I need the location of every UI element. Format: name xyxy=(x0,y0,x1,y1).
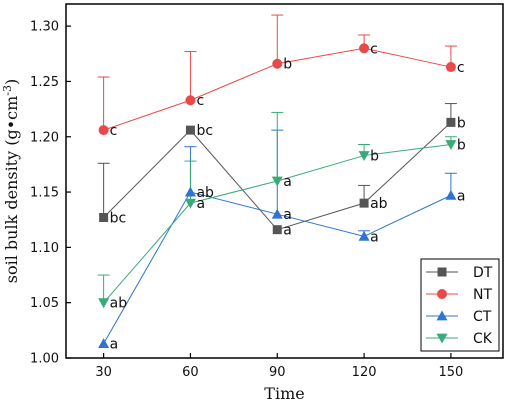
legend-marker-ck xyxy=(436,333,448,344)
y-axis-title: soil bulk density (g•cm-3) xyxy=(1,79,21,284)
markers-layer xyxy=(98,43,457,349)
data-point-ck xyxy=(358,151,370,162)
data-point-nt xyxy=(98,125,109,136)
y-tick-label: 1.05 xyxy=(30,296,59,311)
data-label-ck: b xyxy=(370,149,379,165)
data-label-ck: a xyxy=(283,174,292,190)
legend-marker-ct xyxy=(436,310,448,321)
legend-label-dt: DT xyxy=(473,265,493,281)
data-label-nt: c xyxy=(370,41,378,57)
data-point-nt xyxy=(272,58,283,69)
data-label-dt: bc xyxy=(110,211,127,227)
x-tick-label: 120 xyxy=(352,365,377,380)
data-label-ct: a xyxy=(110,337,119,353)
data-label-ct: a xyxy=(283,207,292,223)
plot-frame xyxy=(65,3,504,359)
data-label-nt: c xyxy=(110,123,118,139)
ticks-layer: 1.00 1.05 1.10 1.15 1.20 1.25 1.30 30 60 90 120 150 xyxy=(30,20,463,380)
data-point-ct xyxy=(184,186,196,197)
y-tick-label: 1.25 xyxy=(30,75,59,90)
data-label-nt: b xyxy=(283,57,292,73)
data-point-nt xyxy=(445,62,456,73)
legend-label-ct: CT xyxy=(473,309,492,325)
y-axis-title-exponent: -3 xyxy=(1,85,14,96)
x-tick-label: 150 xyxy=(438,365,463,380)
data-point-dt xyxy=(185,125,195,135)
data-point-nt xyxy=(185,95,196,106)
data-point-nt xyxy=(359,43,370,54)
data-point-ct xyxy=(271,208,283,219)
data-label-nt: c xyxy=(457,60,465,76)
legend: DT NT CT CK xyxy=(420,258,500,352)
data-point-ck xyxy=(445,140,457,150)
legend-label-ck: CK xyxy=(473,331,493,347)
y-tick-label: 1.10 xyxy=(30,241,59,256)
x-tick-label: 60 xyxy=(182,365,199,380)
data-label-ck: b xyxy=(457,137,466,153)
x-tick-label: 90 xyxy=(269,365,286,380)
data-label-nt: c xyxy=(196,93,204,109)
legend-marker-dt xyxy=(437,267,447,277)
data-point-ct xyxy=(358,230,370,241)
axes-layer xyxy=(65,3,504,359)
data-point-dt xyxy=(359,198,369,208)
y-tick-label: 1.30 xyxy=(30,20,59,35)
x-axis-title: Time xyxy=(264,384,304,403)
y-axis-title-main: soil bulk density (g•cm xyxy=(2,96,21,284)
x-tick-label: 30 xyxy=(95,365,112,380)
data-point-ct xyxy=(445,189,457,200)
data-label-ck: ab xyxy=(110,296,128,312)
data-label-ct: ab xyxy=(196,185,214,201)
legend-label-nt: NT xyxy=(473,287,492,303)
data-point-dt xyxy=(99,213,109,223)
y-tick-label: 1.20 xyxy=(30,130,59,145)
data-label-dt: bc xyxy=(196,123,213,139)
data-point-ct xyxy=(98,338,110,349)
data-label-ct: a xyxy=(370,229,379,245)
data-point-dt xyxy=(446,117,456,127)
data-label-ct: a xyxy=(457,188,466,204)
legend-box xyxy=(420,258,500,352)
error-bars-layer xyxy=(97,14,457,303)
y-tick-label: 1.15 xyxy=(30,186,59,201)
data-point-dt xyxy=(272,225,282,235)
data-label-dt: b xyxy=(457,115,466,131)
data-point-ck xyxy=(271,176,283,187)
y-axis-title-close: ) xyxy=(2,79,21,85)
data-label-dt: ab xyxy=(370,196,388,212)
legend-marker-nt xyxy=(437,289,447,299)
data-point-ck xyxy=(98,298,110,309)
data-point-ck xyxy=(184,198,196,209)
data-label-ck: a xyxy=(196,196,205,212)
data-label-dt: a xyxy=(283,223,292,239)
y-tick-label: 1.00 xyxy=(30,352,59,367)
